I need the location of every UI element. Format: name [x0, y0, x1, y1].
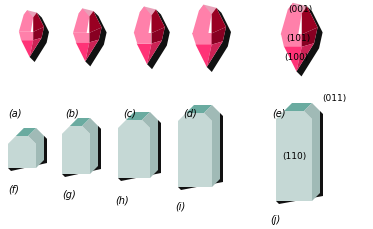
Polygon shape	[192, 34, 211, 45]
Polygon shape	[211, 9, 226, 34]
Polygon shape	[33, 28, 44, 41]
Polygon shape	[29, 39, 42, 58]
Polygon shape	[8, 136, 36, 168]
Polygon shape	[73, 9, 90, 34]
Polygon shape	[186, 106, 212, 114]
Polygon shape	[29, 14, 49, 63]
Polygon shape	[151, 28, 165, 44]
Text: (100): (100)	[284, 53, 308, 62]
Text: (f): (f)	[8, 184, 19, 194]
Text: (h): (h)	[115, 195, 129, 205]
Polygon shape	[280, 35, 302, 48]
Polygon shape	[126, 112, 150, 120]
Text: (d): (d)	[183, 108, 197, 117]
Polygon shape	[178, 114, 212, 187]
Text: (b): (b)	[65, 108, 79, 117]
Text: (101): (101)	[286, 34, 310, 43]
Polygon shape	[85, 12, 107, 67]
Polygon shape	[62, 126, 90, 174]
Polygon shape	[118, 120, 161, 181]
Polygon shape	[82, 118, 98, 174]
Polygon shape	[178, 114, 223, 190]
Text: (a): (a)	[8, 108, 22, 117]
Polygon shape	[33, 14, 44, 33]
Polygon shape	[304, 104, 320, 201]
Polygon shape	[118, 120, 150, 178]
Polygon shape	[23, 11, 37, 18]
Polygon shape	[147, 10, 170, 70]
Polygon shape	[90, 28, 101, 43]
Polygon shape	[19, 11, 33, 33]
Polygon shape	[28, 128, 44, 168]
Polygon shape	[70, 118, 90, 126]
Polygon shape	[288, 4, 307, 14]
Polygon shape	[137, 44, 151, 65]
Polygon shape	[85, 41, 99, 62]
Polygon shape	[16, 128, 36, 136]
Polygon shape	[276, 112, 312, 201]
Polygon shape	[134, 34, 151, 44]
Polygon shape	[142, 112, 158, 178]
Polygon shape	[207, 42, 223, 68]
Polygon shape	[284, 104, 312, 112]
Polygon shape	[19, 33, 33, 41]
Polygon shape	[134, 8, 151, 34]
Polygon shape	[90, 12, 101, 34]
Text: (c): (c)	[123, 108, 136, 117]
Polygon shape	[78, 9, 94, 17]
Polygon shape	[73, 34, 90, 43]
Text: (e): (e)	[272, 108, 285, 117]
Polygon shape	[151, 10, 165, 34]
Polygon shape	[21, 41, 33, 58]
Text: (g): (g)	[62, 189, 76, 199]
Text: (j): (j)	[270, 214, 280, 224]
Polygon shape	[195, 45, 211, 68]
Polygon shape	[284, 48, 302, 72]
Polygon shape	[297, 7, 323, 77]
Polygon shape	[302, 28, 317, 48]
Polygon shape	[207, 9, 231, 73]
Polygon shape	[276, 112, 323, 204]
Polygon shape	[192, 5, 211, 34]
Polygon shape	[76, 43, 90, 62]
Polygon shape	[280, 4, 302, 35]
Polygon shape	[211, 28, 226, 45]
Polygon shape	[147, 41, 162, 65]
Text: (011): (011)	[322, 94, 346, 103]
Text: (110): (110)	[282, 152, 306, 161]
Text: (i): (i)	[175, 201, 185, 211]
Polygon shape	[8, 136, 47, 171]
Polygon shape	[204, 106, 220, 187]
Text: (001): (001)	[288, 5, 312, 14]
Polygon shape	[297, 44, 314, 72]
Polygon shape	[62, 126, 101, 177]
Polygon shape	[199, 5, 216, 15]
Polygon shape	[302, 7, 317, 35]
Polygon shape	[140, 8, 156, 16]
